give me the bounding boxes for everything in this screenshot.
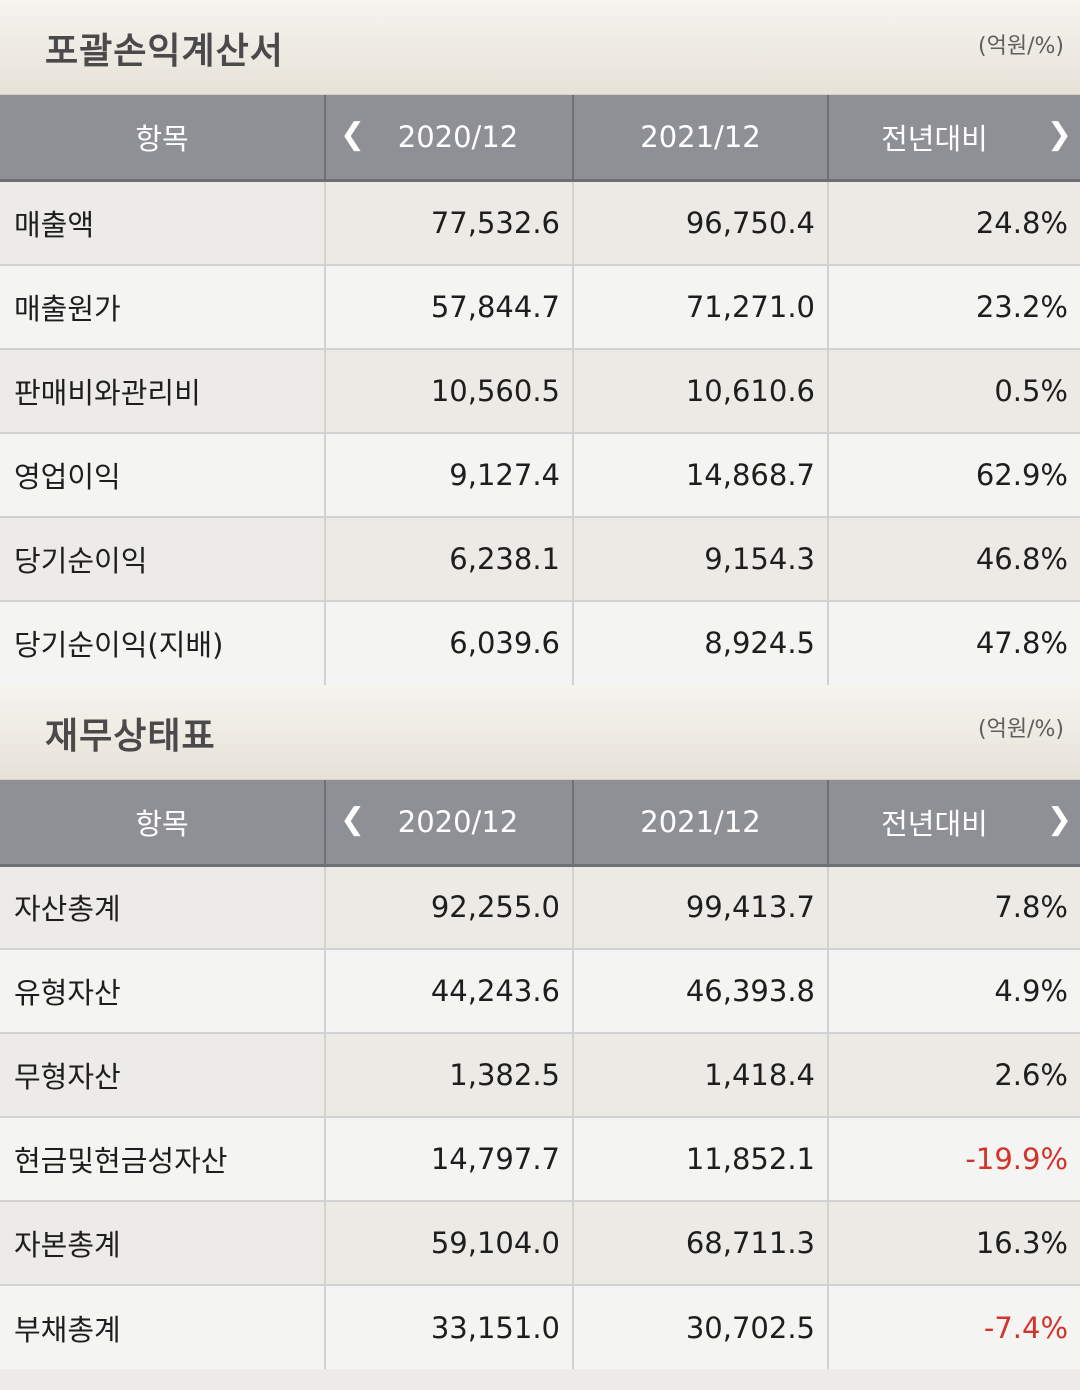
row-label: 현금및현금성자산 [0,1116,325,1201]
value-yoy: -19.9% [827,1116,1080,1201]
balance-unit-label: (억원/%) [978,716,1064,742]
table-row: 현금및현금성자산 14,797.7 11,852.1 -19.9% [0,1116,1080,1201]
table-row: 유형자산 44,243.6 46,393.8 4.9% [0,948,1080,1033]
balance-header-cur-period: 2021/12 [572,779,828,867]
income-header-row: 항목 ❮ 2020/12 2021/12 전년대비 ❯ [0,95,1080,182]
income-unit-label: (억원/%) [978,34,1064,59]
income-section-header: 포괄손익계산서 (억원/%) [0,0,1080,95]
value-prev: 59,104.0 [324,1200,573,1285]
income-table: 항목 ❮ 2020/12 2021/12 전년대비 ❯ 매출액 77,532.6… [0,95,1080,685]
value-cur: 46,393.8 [572,948,828,1033]
value-cur: 30,702.5 [572,1284,828,1369]
income-header-prev-label: 2020/12 [397,120,519,154]
value-yoy: -7.4% [827,1284,1080,1369]
row-label: 당기순이익 [0,515,325,601]
value-prev: 9,127.4 [324,431,573,517]
balance-section-title: 재무상태표 [45,715,216,757]
value-yoy: 4.9% [827,948,1080,1033]
table-row: 자산총계 92,255.0 99,413.7 7.8% [0,864,1080,949]
row-label: 자산총계 [0,864,325,949]
value-prev: 77,532.6 [324,179,573,265]
balance-header-item: 항목 [0,779,325,867]
table-row: 자본총계 59,104.0 68,711.3 16.3% [0,1200,1080,1285]
value-prev: 10,560.5 [324,347,573,433]
value-yoy: 24.8% [827,179,1080,265]
balance-header-yoy-label: 전년대비 [881,806,988,841]
balance-header-prev-period: ❮ 2020/12 [324,779,573,867]
income-header-cur-period: 2021/12 [572,95,828,182]
table-row: 당기순이익(지배) 6,039.6 8,924.5 47.8% [0,599,1080,685]
table-row: 영업이익 9,127.4 14,868.7 62.9% [0,431,1080,517]
chevron-right-icon[interactable]: ❯ [1046,801,1072,837]
table-row: 무형자산 1,382.5 1,418.4 2.6% [0,1032,1080,1117]
row-label: 판매비와관리비 [0,347,325,433]
value-cur: 99,413.7 [572,864,828,949]
table-row: 매출원가 57,844.7 71,271.0 23.2% [0,263,1080,349]
value-cur: 14,868.7 [572,431,828,517]
value-yoy: 16.3% [827,1200,1080,1285]
row-label: 자본총계 [0,1200,325,1285]
value-yoy: 23.2% [827,263,1080,349]
value-prev: 6,039.6 [324,599,573,685]
table-row: 당기순이익 6,238.1 9,154.3 46.8% [0,515,1080,601]
value-prev: 33,151.0 [324,1284,573,1369]
value-yoy: 62.9% [827,431,1080,517]
row-label: 영업이익 [0,431,325,517]
row-label: 무형자산 [0,1032,325,1117]
value-cur: 71,271.0 [572,263,828,349]
value-prev: 57,844.7 [324,263,573,349]
value-cur: 9,154.3 [572,515,828,601]
balance-section-header: 재무상태표 (억원/%) [0,684,1080,780]
balance-table: 항목 ❮ 2020/12 2021/12 전년대비 ❯ 자산총계 92,255.… [0,779,1080,1369]
value-cur: 1,418.4 [572,1032,828,1117]
value-yoy: 0.5% [827,347,1080,433]
value-cur: 10,610.6 [572,347,828,433]
balance-header-prev-label: 2020/12 [397,804,519,839]
value-prev: 44,243.6 [324,948,573,1033]
value-cur: 11,852.1 [572,1116,828,1201]
value-prev: 1,382.5 [324,1032,573,1117]
value-cur: 68,711.3 [572,1200,828,1285]
row-label: 유형자산 [0,948,325,1033]
value-cur: 8,924.5 [572,599,828,685]
income-header-yoy: 전년대비 ❯ [827,95,1080,182]
row-label: 당기순이익(지배) [0,599,325,685]
row-label: 매출원가 [0,263,325,349]
income-header-yoy-label: 전년대비 [881,122,988,156]
table-row: 매출액 77,532.6 96,750.4 24.8% [0,179,1080,265]
income-section-title: 포괄손익계산서 [45,31,284,72]
table-row: 판매비와관리비 10,560.5 10,610.6 0.5% [0,347,1080,433]
value-yoy: 2.6% [827,1032,1080,1117]
balance-header-yoy: 전년대비 ❯ [827,779,1080,867]
table-row: 부채총계 33,151.0 30,702.5 -7.4% [0,1284,1080,1369]
chevron-right-icon[interactable]: ❯ [1046,117,1072,152]
income-header-prev-period: ❮ 2020/12 [324,95,573,182]
value-prev: 14,797.7 [324,1116,573,1201]
row-label: 매출액 [0,179,325,265]
chevron-left-icon[interactable]: ❮ [340,801,366,837]
value-prev: 92,255.0 [324,864,573,949]
value-cur: 96,750.4 [572,179,828,265]
chevron-left-icon[interactable]: ❮ [340,117,366,152]
value-yoy: 7.8% [827,864,1080,949]
balance-header-row: 항목 ❮ 2020/12 2021/12 전년대비 ❯ [0,779,1080,867]
value-yoy: 46.8% [827,515,1080,601]
value-prev: 6,238.1 [324,515,573,601]
row-label: 부채총계 [0,1284,325,1369]
income-header-item: 항목 [0,95,325,182]
value-yoy: 47.8% [827,599,1080,685]
